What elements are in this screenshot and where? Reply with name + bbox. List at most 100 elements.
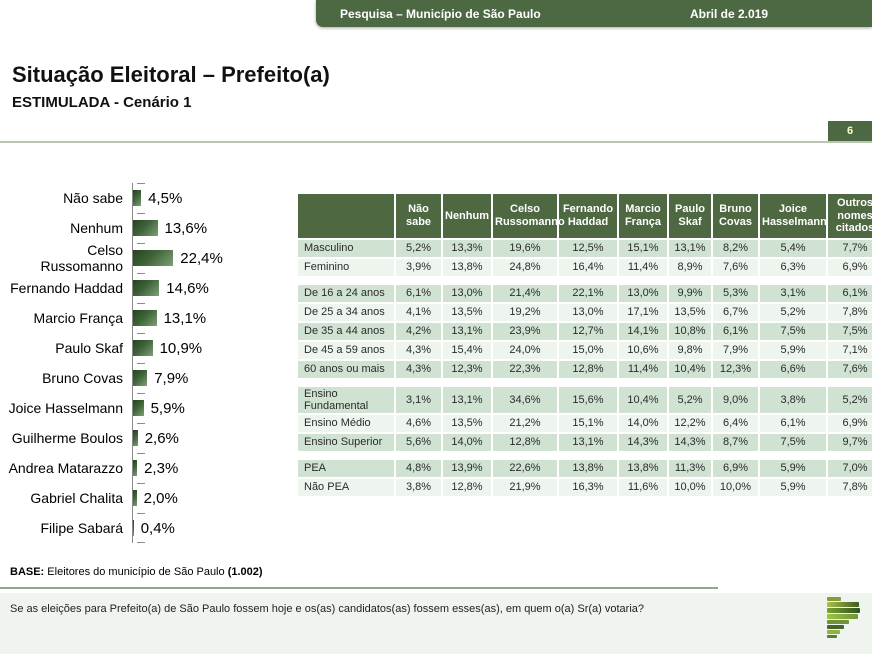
table-cell: 16,4% — [559, 258, 617, 276]
table-cell: 7,8% — [828, 303, 872, 321]
table-cell: 13,8% — [619, 459, 667, 477]
table-row: Masculino 5,2% 13,3% 19,6% 12,5% 15,1% 13,1% 8,… — [298, 239, 872, 257]
table-cell: 14,0% — [443, 433, 491, 451]
chart-row: Não sabe 4,5% — [8, 183, 294, 213]
chart-value-label: 7,9% — [154, 369, 189, 387]
table-cell: 6,1% — [828, 284, 872, 302]
table-cell: 7,9% — [713, 341, 758, 359]
chart-bar — [133, 370, 148, 386]
chart-category-label: Marcio França — [33, 310, 123, 326]
table-cell: 13,0% — [559, 303, 617, 321]
table-header-cell: Outros nomes citados — [828, 194, 872, 238]
table-cell: 7,6% — [828, 360, 872, 378]
page-number-badge: 6 — [828, 121, 872, 141]
table-cell: 11,3% — [669, 459, 711, 477]
table-cell: 14,1% — [619, 322, 667, 340]
table-row: 60 anos ou mais 4,3% 12,3% 22,3% 12,8% 11,4% 1… — [298, 360, 872, 378]
chart-bar — [133, 220, 158, 236]
table-cell: 6,1% — [713, 322, 758, 340]
chart-bar-area: 22,4% — [132, 243, 294, 273]
table-cell: 11,4% — [619, 258, 667, 276]
chart-row: Andrea Matarazzo 2,3% — [8, 453, 294, 483]
question-strip: Se as eleições para Prefeito(a) de São P… — [0, 593, 872, 654]
table-row-label: De 45 a 59 anos — [298, 341, 394, 359]
table-row-label: PEA — [298, 459, 394, 477]
table-cell: 34,6% — [493, 386, 557, 413]
table-row-label: De 35 a 44 anos — [298, 322, 394, 340]
table-cell: 7,8% — [828, 478, 872, 496]
chart-row: Joice Hasselmann 5,9% — [8, 393, 294, 423]
chart-category-label: Guilherme Boulos — [11, 430, 123, 446]
title-divider — [0, 141, 872, 143]
table-cell: 22,6% — [493, 459, 557, 477]
table-cell: 8,2% — [713, 239, 758, 257]
page-title: Situação Eleitoral – Prefeito(a) — [12, 62, 330, 87]
table-cell: 5,2% — [396, 239, 441, 257]
table-cell: 16,3% — [559, 478, 617, 496]
header-title: Pesquisa – Município de São Paulo — [340, 6, 541, 21]
table-cell: 19,2% — [493, 303, 557, 321]
page-subtitle: ESTIMULADA - Cenário 1 — [12, 94, 192, 111]
chart-value-label: 0,4% — [140, 519, 175, 537]
table-row: Não PEA 3,8% 12,8% 21,9% 16,3% 11,6% 10,0% 10,0… — [298, 478, 872, 496]
table-row-label: Feminino — [298, 258, 394, 276]
table-cell: 5,2% — [828, 386, 872, 413]
table-cell: 5,4% — [760, 239, 826, 257]
table-row: Ensino Médio 4,6% 13,5% 21,2% 15,1% 14,0% 12,2… — [298, 414, 872, 432]
table-row-label: Ensino Médio — [298, 414, 394, 432]
table-cell: 5,3% — [713, 284, 758, 302]
table-cell: 15,1% — [619, 239, 667, 257]
table-row: Ensino Fundamental 3,1% 13,1% 34,6% 15,6% 10,… — [298, 386, 872, 413]
chart-bar-area: 14,6% — [132, 273, 294, 303]
table-cell: 10,0% — [713, 478, 758, 496]
table-cell: 21,2% — [493, 414, 557, 432]
base-note: BASE: Eleitores do município de São Paul… — [10, 566, 263, 578]
table-cell: 6,9% — [713, 459, 758, 477]
table-cell: 5,2% — [669, 386, 711, 413]
table-row: De 45 a 59 anos 4,3% 15,4% 24,0% 15,0% 10,6% 9… — [298, 341, 872, 359]
logo-bar — [827, 635, 837, 638]
table-cell: 5,6% — [396, 433, 441, 451]
chart-value-label: 2,6% — [144, 429, 179, 447]
table-cell: 13,5% — [443, 303, 491, 321]
logo-bar — [827, 608, 860, 613]
chart-bar — [133, 400, 144, 416]
table-header-cell: Joice Hasselmann — [760, 194, 827, 238]
chart-bar-area: 5,9% — [132, 393, 294, 423]
table-cell: 14,0% — [619, 414, 667, 432]
table-header-cell — [298, 194, 394, 238]
table-cell: 9,7% — [828, 433, 872, 451]
table-cell: 14,3% — [619, 433, 667, 451]
table-cell: 10,8% — [669, 322, 711, 340]
chart-value-label: 5,9% — [150, 399, 185, 417]
chart-bar-area: 2,6% — [132, 423, 294, 453]
chart-category-label: Paulo Skaf — [55, 340, 123, 356]
chart-category-label: Bruno Covas — [42, 370, 123, 386]
crosstab-table-wrap: Não sabe Nenhum Celso Russomanno Fernando H… — [296, 192, 872, 498]
table-cell: 4,1% — [396, 303, 441, 321]
table-cell: 13,1% — [443, 322, 491, 340]
table-cell: 5,9% — [760, 459, 826, 477]
table-cell: 8,9% — [669, 258, 711, 276]
table-cell: 4,2% — [396, 322, 441, 340]
table-cell: 6,9% — [828, 258, 872, 276]
table-cell: 7,5% — [760, 322, 826, 340]
table-row-label: Masculino — [298, 239, 394, 257]
bar-chart: Não sabe 4,5% Nenhum 13,6% Celso Russomanno 2… — [8, 183, 294, 543]
chart-value-label: 14,6% — [166, 279, 209, 297]
table-cell: 13,5% — [443, 414, 491, 432]
table-cell: 21,9% — [493, 478, 557, 496]
table-cell: 21,4% — [493, 284, 557, 302]
chart-value-label: 13,1% — [163, 309, 207, 327]
table-cell: 6,9% — [828, 414, 872, 432]
table-cell: 11,4% — [619, 360, 667, 378]
table-row-label: Não PEA — [298, 478, 394, 496]
table-cell: 12,8% — [493, 433, 557, 451]
chart-row: Guilherme Boulos 2,6% — [8, 423, 294, 453]
chart-bar-area: 10,9% — [132, 333, 294, 363]
chart-category-label: Filipe Sabará — [40, 520, 124, 536]
table-cell: 22,3% — [493, 360, 557, 378]
table-cell: 7,1% — [828, 341, 872, 359]
table-row-label: Ensino Fundamental — [298, 386, 394, 413]
table-cell: 23,9% — [493, 322, 557, 340]
